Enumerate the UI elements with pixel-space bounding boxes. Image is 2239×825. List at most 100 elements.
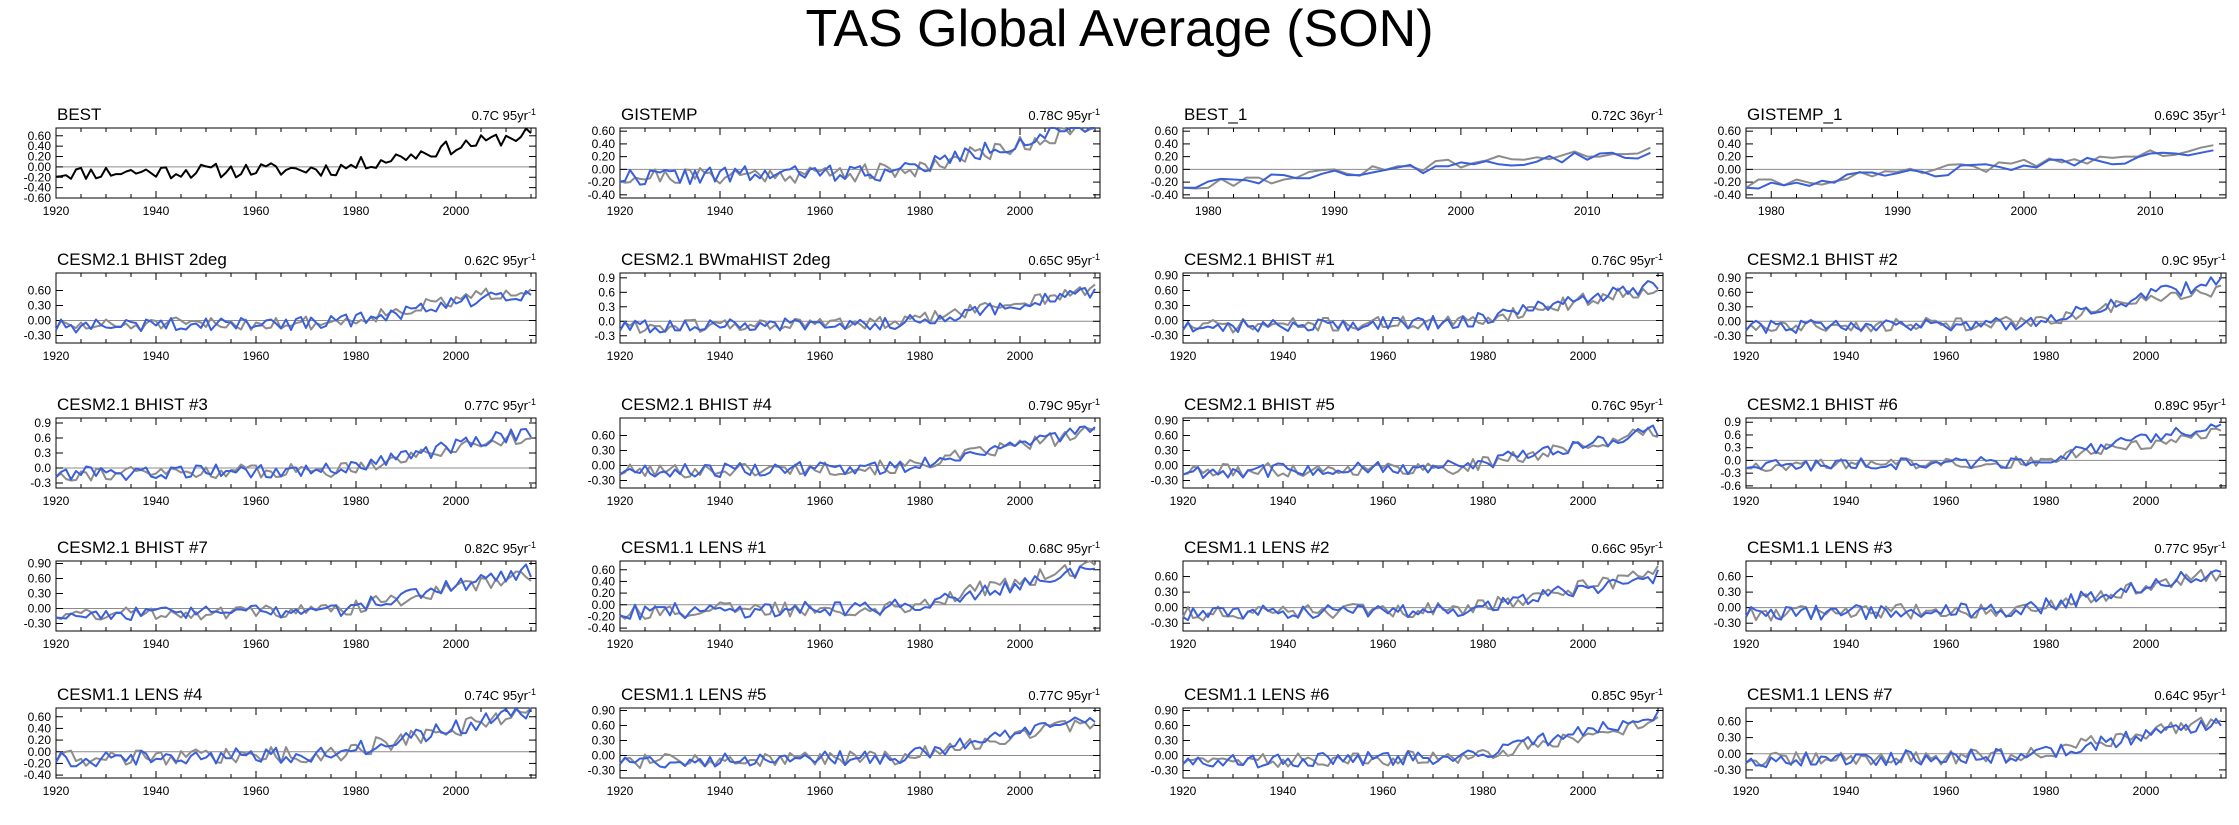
plot-frame — [55, 272, 537, 344]
x-tick-label: 1920 — [43, 349, 70, 363]
panel-cesm2-1-bhist-1: CESM2.1 BHIST #1 0.76C 95yr-1 0.900.600.30… — [1151, 250, 1664, 363]
x-tick-label: 1920 — [1733, 637, 1760, 651]
y-tick-label: -0.3 — [594, 329, 615, 343]
trend-label: 0.7C 95yr-1 — [472, 107, 536, 123]
x-tick-label: 1940 — [1833, 349, 1860, 363]
x-tick-label: 1960 — [1933, 494, 1960, 508]
x-tick-label: 1940 — [707, 349, 734, 363]
trend-exponent: -1 — [1655, 540, 1663, 550]
series-line-model — [619, 565, 1096, 621]
series-line-model — [619, 127, 1095, 186]
x-tick-label: 1920 — [1170, 494, 1197, 508]
trend-label: 0.77C 95yr-1 — [1028, 687, 1100, 703]
trend-label: 0.77C 95yr-1 — [2154, 540, 2226, 556]
y-tick-label: 0.30 — [1718, 585, 1742, 599]
panel-title: CESM1.1 LENS #5 — [621, 685, 767, 704]
y-tick-label: 0.30 — [1155, 585, 1179, 599]
panel-title: CESM2.1 BHIST #5 — [1184, 395, 1335, 414]
y-tick-label: 0.20 — [1718, 150, 1742, 164]
x-tick-label: 1920 — [607, 349, 634, 363]
panel-cesm1-1-lens-2: CESM1.1 LENS #2 0.66C 95yr-10.600.300.00-… — [1151, 538, 1664, 651]
y-tick-label: -0.40 — [1714, 188, 1742, 202]
trend-exponent: -1 — [528, 107, 536, 117]
y-tick-label: 0.60 — [1155, 719, 1179, 733]
panel-best-1: BEST_1 0.72C 36yr-10.600.400.200.00-0.20-… — [1151, 105, 1664, 218]
x-tick-label: 1980 — [907, 204, 934, 218]
trend-exponent: -1 — [2218, 107, 2226, 117]
trend-label: 0.77C 95yr-1 — [464, 397, 536, 413]
trend-label: 0.76C 95yr-1 — [1591, 397, 1663, 413]
plot-frame — [1745, 127, 2227, 199]
y-tick-label: -0.30 — [1151, 616, 1179, 630]
y-tick-label: 0.40 — [28, 721, 52, 735]
panel-title: CESM2.1 BWmaHIST 2deg — [621, 250, 830, 269]
y-tick-label: 0.90 — [1155, 269, 1179, 283]
y-tick-label: -0.30 — [1151, 474, 1179, 488]
plot-frame — [619, 707, 1101, 779]
x-tick-label: 1980 — [1195, 204, 1222, 218]
y-tick-label: 0.60 — [28, 284, 52, 298]
x-tick-label: 1980 — [343, 784, 370, 798]
x-tick-label: 1940 — [1270, 349, 1297, 363]
y-tick-label: 0.60 — [1718, 285, 1742, 299]
x-tick-label: 1980 — [343, 349, 370, 363]
trend-label: 0.9C 95yr-1 — [2162, 252, 2226, 268]
y-tick-label: 0.20 — [28, 150, 52, 164]
x-tick-label: 2000 — [2133, 494, 2160, 508]
panel-gistemp-1: GISTEMP_1 0.69C 35yr-10.600.400.200.00-0.… — [1714, 105, 2227, 218]
x-tick-label: 1980 — [907, 349, 934, 363]
y-tick-label: -0.40 — [1151, 188, 1179, 202]
trend-label: 0.72C 36yr-1 — [1591, 107, 1663, 123]
series-line-observed — [55, 127, 532, 180]
series-line-model — [1183, 151, 1651, 189]
trend-exponent: -1 — [2218, 687, 2226, 697]
y-tick-label: -0.3 — [30, 476, 51, 490]
plot-frame — [1745, 560, 2227, 632]
y-tick-label: 0.40 — [592, 574, 616, 588]
x-tick-label: 1960 — [1933, 349, 1960, 363]
series-line-model — [1745, 276, 2222, 334]
panel-gistemp: GISTEMP 0.78C 95yr-1 0.600.400.200.00-0.20… — [588, 105, 1101, 218]
series-line-model — [55, 563, 532, 621]
y-tick-label: 0.60 — [1718, 714, 1742, 728]
trend-label: 0.65C 95yr-1 — [1028, 252, 1100, 268]
trend-label: 0.66C 95yr-1 — [1591, 540, 1663, 556]
trend-exponent: -1 — [1092, 107, 1100, 117]
y-tick-label: 0.9 — [34, 416, 51, 430]
x-tick-label: 1980 — [1470, 494, 1497, 508]
series-line-reference — [1182, 716, 1659, 768]
panel-cesm1-1-lens-5: CESM1.1 LENS #5 0.77C 95yr-1 0.900.600.300… — [588, 685, 1101, 798]
panel-cesm2-1-bhist-6: CESM2.1 BHIST #6 0.89C 95yr-1 0.90.60.30.0… — [1720, 395, 2227, 508]
y-tick-label: 0.90 — [28, 557, 52, 571]
series-line-model — [1745, 423, 2222, 472]
y-tick-label: 0.60 — [1155, 284, 1179, 298]
x-tick-label: 2000 — [1007, 637, 1034, 651]
series-line-model — [1745, 569, 2222, 621]
y-tick-label: -0.40 — [588, 188, 616, 202]
panel-title: CESM2.1 BHIST 2deg — [57, 250, 227, 269]
series-line-model — [55, 428, 532, 481]
y-tick-label: 0.30 — [1155, 444, 1179, 458]
series-line-model — [1182, 280, 1659, 333]
series-line-model — [1745, 717, 2222, 769]
y-tick-label: 0.60 — [28, 710, 52, 724]
y-tick-label: -0.30 — [1151, 764, 1179, 778]
y-tick-label: -0.30 — [1714, 329, 1742, 343]
trend-label: 0.64C 95yr-1 — [2154, 687, 2226, 703]
x-tick-label: 1940 — [143, 637, 170, 651]
x-tick-label: 1980 — [907, 784, 934, 798]
y-tick-label: 0.60 — [28, 129, 52, 143]
y-tick-label: 0.00 — [592, 598, 616, 612]
y-tick-label: 0.6 — [598, 285, 615, 299]
x-tick-label: 1980 — [343, 637, 370, 651]
y-tick-label: -0.20 — [588, 609, 616, 623]
x-tick-label: 2000 — [443, 637, 470, 651]
trend-exponent: -1 — [2218, 397, 2226, 407]
trend-label: 0.89C 95yr-1 — [2154, 397, 2226, 413]
y-tick-label: 0.00 — [1718, 314, 1742, 328]
y-tick-label: 0.60 — [1718, 570, 1742, 584]
y-tick-label: 0.30 — [1155, 299, 1179, 313]
x-tick-label: 1960 — [807, 637, 834, 651]
